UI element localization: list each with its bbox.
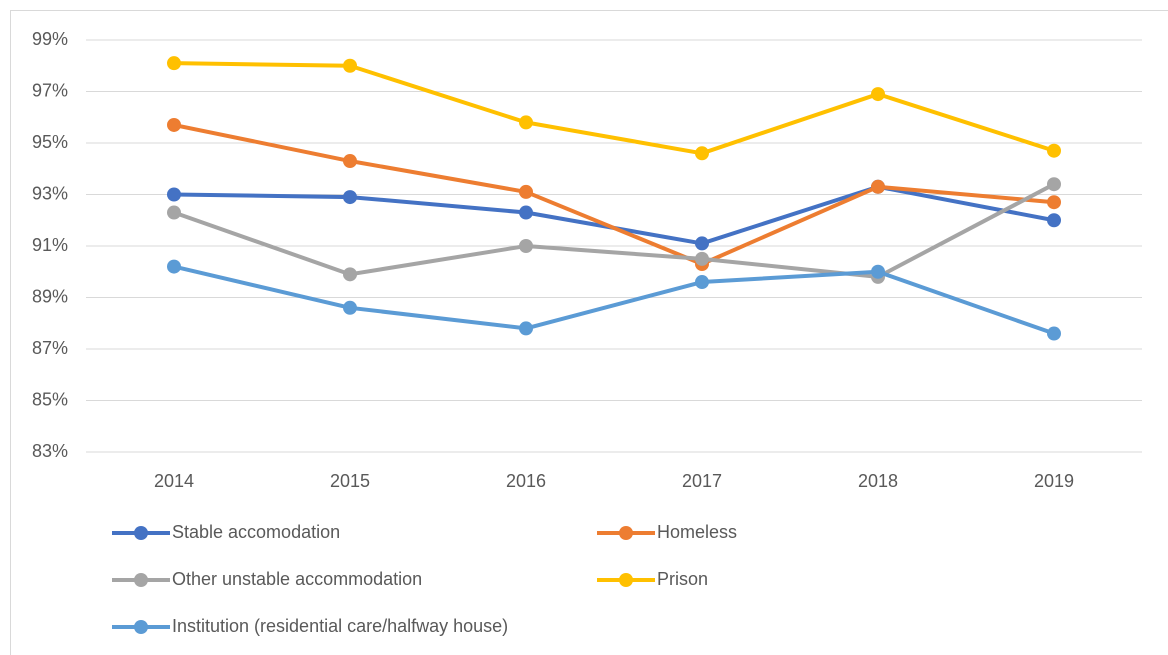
legend-marker xyxy=(619,573,633,587)
data-point xyxy=(519,205,533,220)
data-point xyxy=(519,115,533,130)
y-tick-label: 85% xyxy=(32,389,68,409)
data-point xyxy=(343,190,357,205)
data-point xyxy=(167,187,181,202)
series-line xyxy=(173,264,1055,336)
x-tick-label: 2017 xyxy=(682,471,722,491)
data-point xyxy=(695,251,709,266)
x-tick-label: 2014 xyxy=(154,471,194,491)
data-point xyxy=(1047,177,1061,192)
chart-frame xyxy=(10,10,1168,655)
y-tick-label: 95% xyxy=(32,132,68,152)
data-point xyxy=(519,239,533,253)
data-point xyxy=(167,205,181,220)
x-tick-label: 2016 xyxy=(506,471,546,491)
series-line xyxy=(173,61,1055,156)
x-tick-label: 2018 xyxy=(858,471,898,491)
y-tick-label: 87% xyxy=(32,338,68,358)
series-line xyxy=(173,184,1055,246)
data-point xyxy=(695,146,709,161)
legend-marker xyxy=(134,573,148,587)
legend-label: Institution (residential care/halfway ho… xyxy=(172,616,508,636)
data-point xyxy=(695,275,709,290)
data-point xyxy=(343,154,357,169)
series-line xyxy=(173,182,1055,279)
data-point xyxy=(343,58,357,73)
legend-marker xyxy=(619,526,633,540)
data-point xyxy=(167,56,181,71)
legend-label: Prison xyxy=(657,569,708,589)
y-tick-label: 97% xyxy=(32,80,68,100)
data-point xyxy=(1047,326,1061,341)
y-tick-label: 83% xyxy=(32,441,68,461)
data-point xyxy=(343,267,357,282)
data-point xyxy=(871,179,885,194)
legend-marker xyxy=(134,620,148,634)
data-point xyxy=(167,117,181,132)
data-point xyxy=(1047,213,1061,228)
data-point xyxy=(519,321,533,336)
legend-label: Stable accomodation xyxy=(172,522,340,542)
data-point xyxy=(1047,143,1061,158)
data-point xyxy=(1047,195,1061,210)
y-tick-label: 93% xyxy=(32,183,68,203)
x-tick-label: 2019 xyxy=(1034,471,1074,491)
y-tick-label: 99% xyxy=(32,29,68,49)
x-tick-label: 2015 xyxy=(330,471,370,491)
series-line xyxy=(173,123,1055,267)
legend-marker xyxy=(134,526,148,540)
data-point xyxy=(519,184,533,199)
legend-label: Other unstable accommodation xyxy=(172,569,422,589)
data-point xyxy=(167,259,181,274)
y-tick-label: 89% xyxy=(32,286,68,306)
data-point xyxy=(871,264,885,279)
legend-label: Homeless xyxy=(657,522,737,542)
data-point xyxy=(695,236,709,251)
data-point xyxy=(871,87,885,102)
y-tick-label: 91% xyxy=(32,235,68,255)
data-point xyxy=(343,300,357,315)
